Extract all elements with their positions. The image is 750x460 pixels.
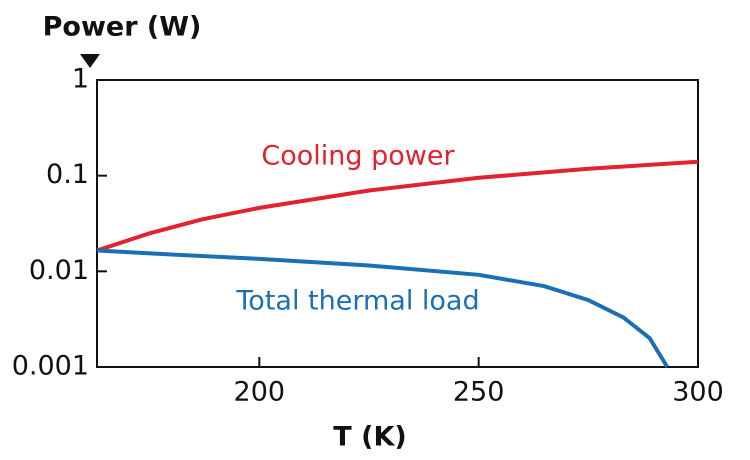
series-label: Total thermal load <box>235 286 479 317</box>
x-tick-label: 300 <box>672 377 724 408</box>
x-tick-label: 250 <box>453 377 505 408</box>
y-tick-label: 0.01 <box>29 255 89 286</box>
y-tick-label: 0.001 <box>12 351 89 382</box>
x-tick-label: 200 <box>234 377 286 408</box>
y-tick-label: 0.1 <box>46 159 89 190</box>
y-axis-arrow <box>80 54 100 68</box>
y-axis-title: Power (W) <box>43 12 202 43</box>
y-tick-label: 1 <box>72 64 89 95</box>
series-label: Cooling power <box>261 141 455 172</box>
line <box>96 159 699 253</box>
plot-frame <box>96 79 699 368</box>
line <box>96 248 670 369</box>
x-axis-title: T (K) <box>333 422 406 453</box>
